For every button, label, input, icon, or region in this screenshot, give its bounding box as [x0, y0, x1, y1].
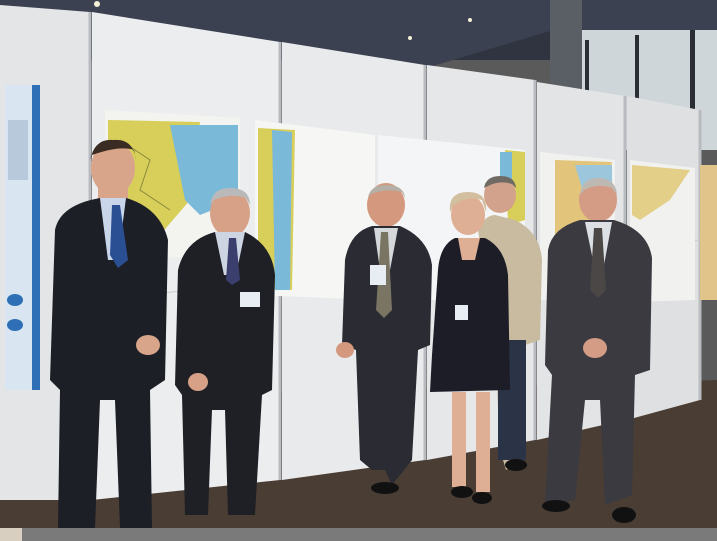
name-badge [370, 265, 386, 285]
person-3 [336, 183, 432, 494]
person-2 [175, 188, 275, 515]
column [550, 0, 582, 90]
name-badge [240, 292, 260, 307]
person-1 [50, 139, 168, 528]
left-edge-strip [0, 528, 22, 541]
name-badge [455, 305, 468, 320]
person-4 [430, 192, 510, 504]
photo-illustration [0, 0, 717, 528]
nautical-chart-2 [255, 120, 375, 300]
caption-bar [22, 528, 717, 541]
person-6 [542, 178, 652, 523]
event-photo [0, 0, 717, 528]
